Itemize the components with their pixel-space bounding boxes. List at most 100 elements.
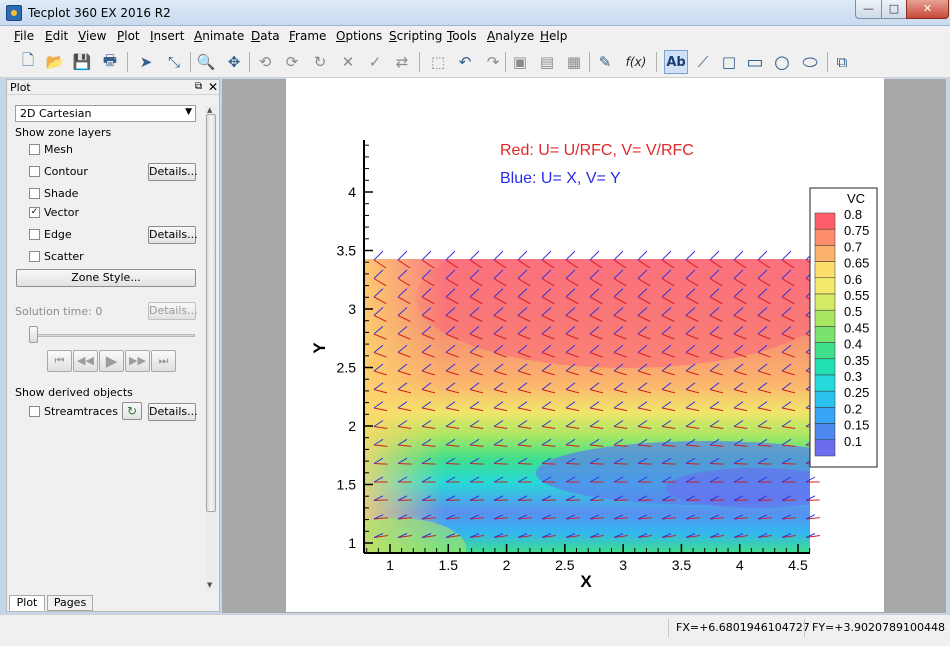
last-step-icon[interactable]: ⏭ (151, 350, 176, 372)
streamtraces-checkbox[interactable] (29, 406, 40, 417)
step-back-icon[interactable]: ◀◀ (73, 350, 98, 372)
streamtraces-details-button[interactable]: Details... (148, 403, 198, 421)
menu-view[interactable]: View (78, 29, 107, 43)
blue-vector (685, 307, 696, 316)
time-slider-thumb[interactable] (29, 326, 38, 343)
new-file-icon[interactable]: 🗋 (21, 50, 35, 69)
plot-type-select[interactable]: 2D Cartesian ▼ (15, 105, 196, 122)
menu-plot[interactable]: Plot (117, 29, 140, 43)
step-forward-icon[interactable]: ▶▶ (125, 350, 150, 372)
annotation-red[interactable]: Red: U= U/RFC, V= V/RFC (500, 142, 694, 159)
blue-vector (637, 363, 648, 372)
red-vector (373, 315, 387, 322)
menu-animate[interactable]: Animate (194, 29, 245, 43)
red-vector (733, 333, 747, 340)
probe-icon[interactable]: ⬚ (430, 53, 446, 71)
select-icon[interactable]: ➤ (139, 53, 153, 71)
menu-file[interactable]: File (14, 29, 35, 43)
menu-insert[interactable]: Insert (150, 29, 185, 43)
blue-vector (685, 514, 696, 520)
play-icon[interactable]: ▶ (99, 350, 124, 372)
polyline-icon[interactable]: ⟋ (697, 53, 709, 71)
shade-checkbox[interactable] (29, 188, 40, 199)
pick-icon[interactable]: ↶ (458, 53, 472, 71)
blue-vector (565, 495, 576, 501)
translate-icon[interactable]: ✥ (227, 53, 241, 71)
blue-vector (637, 250, 648, 261)
square-icon[interactable]: □ (721, 53, 737, 71)
spin-x-icon[interactable]: ✕ (341, 53, 355, 71)
contour-tool-icon[interactable]: ✎ (598, 53, 612, 71)
contour-details-button[interactable]: Details... (148, 163, 198, 181)
pin-icon[interactable]: ⧉ (195, 81, 203, 92)
adjust-icon[interactable]: ⤡ (167, 53, 180, 71)
streamtrace-tool-icon[interactable]: ↻ (122, 402, 142, 420)
menu-frame[interactable]: Frame (289, 29, 327, 43)
rotate-y-icon[interactable]: ⟳ (285, 53, 299, 71)
y-axis-label: Y (310, 342, 329, 354)
red-vector (637, 407, 652, 412)
blue-vector (685, 420, 696, 427)
menu-help[interactable]: Help (540, 29, 568, 43)
spin-z-icon[interactable]: ⇄ (395, 53, 409, 71)
menu-analyze[interactable]: Analyze (487, 29, 535, 43)
rotate-z-icon[interactable]: ↻ (313, 53, 327, 71)
legend-label: 0.2 (844, 401, 862, 416)
scatter-checkbox[interactable] (29, 251, 40, 262)
blue-vector (637, 438, 648, 446)
blue-vector (397, 420, 408, 427)
annotation-blue[interactable]: Blue: U= X, V= Y (500, 170, 621, 187)
save-icon[interactable]: 💾 (72, 53, 92, 71)
blue-vector (469, 401, 480, 409)
solution-time-details-button[interactable]: Details... (148, 302, 198, 320)
close-icon[interactable]: ✕ (208, 80, 219, 94)
tab-pages[interactable]: Pages (47, 595, 93, 611)
mesh-checkbox[interactable] (29, 144, 40, 155)
slice-icon[interactable]: ▣ (512, 53, 528, 71)
maximize-button[interactable]: □ (881, 0, 907, 19)
spin-y-icon[interactable]: ✓ (368, 53, 382, 71)
plot-frame[interactable]: 1 1.5 2 2.5 3 3.5 4 4.5 1 1.5 2 2.5 3 3.5 4 Red: U= U/… (286, 78, 884, 612)
red-vector (781, 259, 795, 269)
formula-icon[interactable]: f(x) (625, 55, 647, 69)
scroll-up-icon[interactable]: ▲ (207, 106, 213, 114)
text-icon[interactable]: Ab (664, 50, 688, 74)
plot-canvas[interactable]: 1 1.5 2 2.5 3 3.5 4 4.5 1 1.5 2 2.5 3 3.5 4 Red: U= U/… (286, 78, 884, 612)
frame-icon[interactable]: ⧉ (836, 53, 848, 71)
close-button[interactable]: ✕ (906, 0, 949, 19)
ellipse-icon[interactable]: ⬭ (802, 51, 818, 73)
menu-options[interactable]: Options (336, 29, 383, 43)
minimize-button[interactable]: — (855, 0, 882, 19)
open-icon[interactable]: 📂 (45, 53, 65, 71)
red-vector (517, 444, 532, 447)
streamtrace-icon[interactable]: ▦ (566, 53, 582, 71)
undo-icon[interactable]: ↷ (486, 53, 500, 71)
print-icon[interactable]: 🖶 (102, 50, 118, 69)
edge-details-button[interactable]: Details... (148, 226, 198, 244)
contour-checkbox[interactable] (29, 166, 40, 177)
rectangle-icon[interactable]: ▭ (746, 51, 764, 73)
iso-surface-icon[interactable]: ▤ (539, 53, 555, 71)
red-vector (373, 259, 387, 269)
red-vector (373, 389, 388, 394)
tab-plot[interactable]: Plot (9, 595, 45, 611)
scroll-thumb[interactable] (206, 114, 216, 512)
rotate-x-icon[interactable]: ⟲ (258, 53, 272, 71)
menu-data[interactable]: Data (251, 29, 280, 43)
zone-style-button[interactable]: Zone Style... (16, 269, 196, 287)
menu-tools[interactable]: Tools (447, 29, 477, 43)
vector-checkbox[interactable]: ✓ (29, 207, 40, 218)
axes: 1 1.5 2 2.5 3 3.5 4 4.5 1 1.5 2 2.5 3 3.5 4 (337, 140, 811, 573)
circle-icon[interactable]: ○ (774, 51, 790, 73)
red-vector (421, 389, 436, 394)
contour-legend[interactable]: VC 0.80.750.70.650.60.550.50.450.40.350.… (809, 187, 878, 468)
scroll-down-icon[interactable]: ▼ (207, 581, 213, 589)
first-step-icon[interactable]: ⏮ (47, 350, 72, 372)
menu-scripting[interactable]: Scripting (389, 29, 443, 43)
zoom-icon[interactable]: 🔍 (196, 53, 216, 71)
menu-edit[interactable]: Edit (45, 29, 69, 43)
blue-vector (613, 307, 624, 316)
time-slider-track[interactable] (31, 334, 195, 337)
sidebar-scrollbar[interactable]: ▲ ▼ (205, 106, 217, 592)
edge-checkbox[interactable] (29, 229, 40, 240)
